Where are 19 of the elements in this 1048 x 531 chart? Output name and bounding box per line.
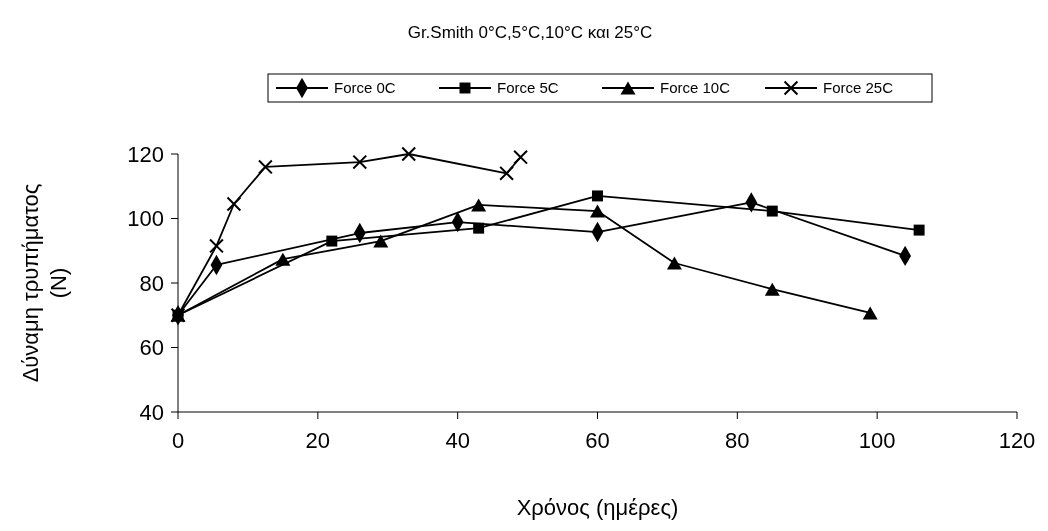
x-tick-label: 20	[305, 428, 331, 453]
chart-title: Gr.Smith 0°C,5°C,10°C και 25°C	[407, 23, 653, 42]
x-tick-label: 80	[725, 428, 750, 453]
y-tick-label: 80	[139, 270, 164, 296]
x-tick-label: 120	[998, 428, 1036, 453]
legend-label: Force 10C	[660, 79, 731, 97]
y-tick-label: 40	[139, 399, 164, 425]
legend-label: Force 0C	[334, 79, 396, 97]
y-tick-label: 100	[127, 206, 164, 232]
x-tick-label: 60	[585, 428, 610, 453]
legend-label: Force 5C	[497, 79, 559, 97]
y-tick-label: 60	[139, 335, 164, 361]
x-tick-label: 40	[445, 428, 470, 453]
x-tick-label: 100	[858, 428, 896, 453]
legend-label: Force 25C	[823, 79, 894, 97]
x-axis-title: Χρόνος (ημέρες)	[516, 495, 679, 520]
y-tick-label: 120	[127, 141, 164, 167]
x-tick-label: 0	[171, 428, 185, 453]
y-axis-title: Δύναμη τρυπήματος (N)	[18, 183, 71, 383]
